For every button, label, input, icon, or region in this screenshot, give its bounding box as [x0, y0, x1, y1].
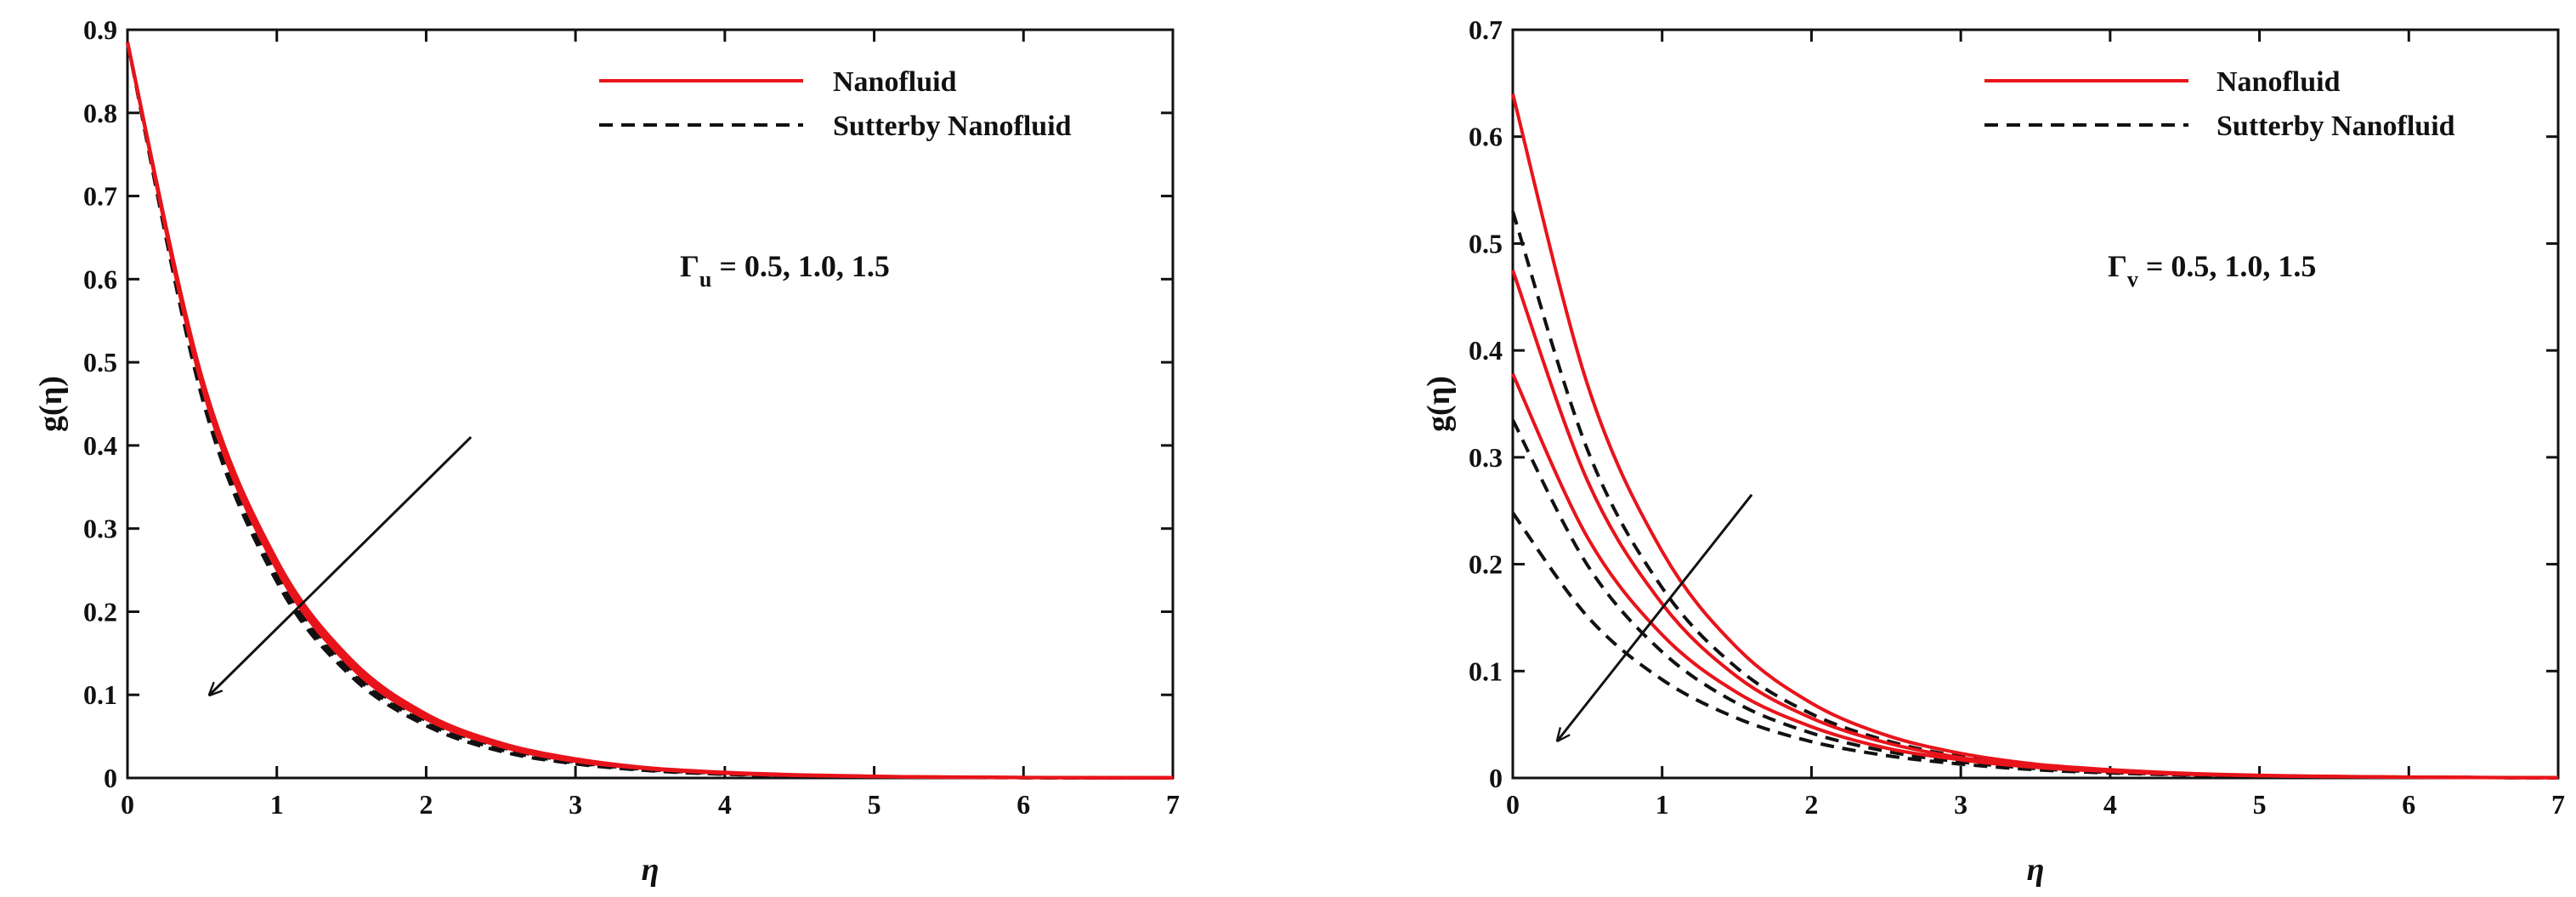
ticks: 0 1 2 3 4 5 6 7 0 0.1 0.2 0.3 0.4 0.5 0.6 0.7 — [1469, 14, 2565, 820]
y-tick-label: 0 — [104, 763, 117, 793]
x-tick-label: 0 — [121, 789, 134, 820]
x-tick-label: 5 — [868, 789, 881, 820]
trend-arrow — [1558, 493, 1753, 741]
x-tick-label: 4 — [2103, 789, 2117, 820]
x-tick-label: 6 — [2402, 789, 2415, 820]
y-tick-label: 0.4 — [1469, 335, 1503, 366]
y-tick-label: 0.3 — [83, 514, 117, 544]
series-layer — [1511, 93, 2559, 780]
plot-frame — [1511, 28, 2560, 780]
annotation-symbol: Γ — [680, 249, 699, 283]
left-chart: 0 1 2 3 4 5 6 7 0 0.1 0.2 0.3 0.4 0.5 0.6 0.7 0.8 0.9 Γu … — [33, 14, 1180, 888]
y-tick-label: 0.6 — [1469, 122, 1503, 152]
x-tick-label: 4 — [718, 789, 732, 820]
y-tick-label: 0.1 — [1469, 656, 1503, 686]
x-tick-label: 6 — [1016, 789, 1030, 820]
trend-arrow — [210, 436, 473, 695]
annotation-label: Γu = 0.5, 1.0, 1.5 — [680, 249, 890, 292]
y-tick-label: 0.8 — [83, 98, 117, 128]
series-line-nanofluid — [1511, 372, 2559, 780]
legend-label-sutterby: Sutterby Nanofluid — [2216, 111, 2455, 142]
annotation-values: = 0.5, 1.0, 1.5 — [2138, 249, 2317, 283]
y-tick-label: 0.2 — [1469, 549, 1503, 580]
annotation-values: = 0.5, 1.0, 1.5 — [711, 249, 890, 283]
y-tick-label: 0.1 — [83, 679, 117, 710]
annotation-subscript: u — [699, 267, 711, 292]
series-layer — [126, 42, 1174, 780]
annotation-symbol: Γ — [2108, 249, 2127, 283]
x-tick-label: 0 — [1506, 789, 1520, 820]
legend-label-nanofluid: Nanofluid — [2216, 66, 2341, 98]
legend: Nanofluid Sutterby Nanofluid — [1984, 66, 2455, 142]
y-tick-label: 0.5 — [83, 347, 117, 378]
x-axis-label: η — [2027, 852, 2045, 888]
y-axis-label: g(η) — [1421, 376, 1457, 432]
right-chart: 0 1 2 3 4 5 6 7 0 0.1 0.2 0.3 0.4 0.5 0.6 0.7 Γv = 0.5,… — [1421, 14, 2565, 888]
x-tick-label: 1 — [1656, 789, 1669, 820]
legend-label-nanofluid: Nanofluid — [833, 66, 957, 98]
legend: Nanofluid Sutterby Nanofluid — [599, 66, 1072, 142]
annotation-label: Γv = 0.5, 1.0, 1.5 — [2108, 249, 2316, 292]
x-tick-label: 3 — [1954, 789, 1967, 820]
y-tick-label: 0.6 — [83, 264, 117, 294]
y-tick-label: 0 — [1489, 763, 1503, 793]
y-tick-label: 0.7 — [83, 181, 117, 212]
x-tick-label: 7 — [1166, 789, 1180, 820]
series-line-nanofluid — [126, 42, 1174, 780]
ticks: 0 1 2 3 4 5 6 7 0 0.1 0.2 0.3 0.4 0.5 0.6 0.7 0.8 0.9 — [83, 14, 1180, 820]
x-tick-label: 7 — [2551, 789, 2565, 820]
plot-frame — [126, 28, 1175, 780]
y-tick-label: 0.4 — [83, 430, 117, 461]
y-tick-label: 0.2 — [83, 596, 117, 627]
x-axis-label: η — [642, 852, 660, 888]
x-tick-label: 3 — [569, 789, 582, 820]
y-tick-label: 0.7 — [1469, 14, 1503, 45]
y-tick-label: 0.5 — [1469, 228, 1503, 258]
x-tick-label: 2 — [419, 789, 433, 820]
legend-label-sutterby: Sutterby Nanofluid — [833, 111, 1072, 142]
annotation-subscript: v — [2127, 267, 2138, 292]
x-tick-label: 2 — [1804, 789, 1818, 820]
y-tick-label: 0.3 — [1469, 442, 1503, 473]
annotation: Γu = 0.5, 1.0, 1.5 — [680, 249, 890, 292]
y-tick-label: 0.9 — [83, 14, 117, 45]
x-tick-label: 1 — [270, 789, 284, 820]
annotation: Γv = 0.5, 1.0, 1.5 — [2108, 249, 2316, 292]
y-axis-label: g(η) — [33, 376, 69, 432]
x-tick-label: 5 — [2253, 789, 2267, 820]
